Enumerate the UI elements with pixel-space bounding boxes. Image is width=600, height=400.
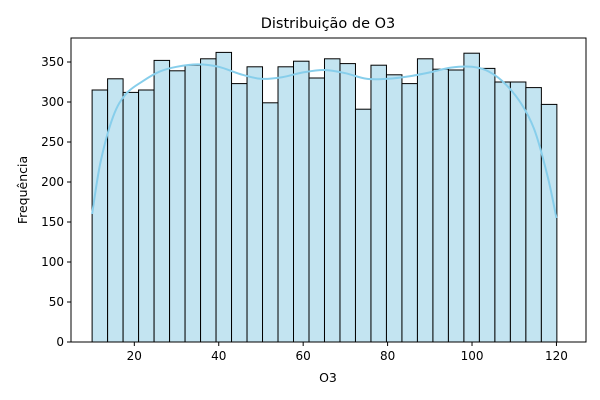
histogram-bar	[153, 59, 171, 343]
histogram-bar	[138, 89, 155, 343]
histogram-bar	[122, 91, 140, 343]
kde-group	[91, 63, 558, 219]
plot-frame	[70, 37, 587, 343]
histogram-bar	[246, 66, 264, 343]
x-tick-label: 80	[380, 349, 395, 363]
histogram-bar	[277, 66, 295, 343]
histogram-bar	[416, 58, 434, 343]
histogram-bar	[478, 67, 496, 343]
histogram-bar	[231, 83, 248, 343]
y-tick-label: 0	[56, 335, 64, 349]
histogram-bar	[200, 58, 217, 343]
histogram-bar	[262, 102, 279, 343]
bars-group	[91, 51, 558, 343]
y-tick-label: 350	[41, 55, 64, 69]
histogram-bar	[215, 51, 233, 343]
histogram-bar	[432, 68, 449, 343]
histogram-bar	[370, 64, 387, 343]
y-tick-label: 150	[41, 215, 64, 229]
histogram-bar	[447, 69, 465, 343]
histogram-bar	[385, 74, 403, 343]
histogram-bar	[401, 83, 418, 343]
histogram-bar	[169, 70, 186, 343]
y-axis-label: Frequência	[15, 156, 30, 224]
histogram-bar	[293, 60, 310, 343]
histogram-bar	[184, 64, 202, 343]
x-tick-label: 40	[211, 349, 226, 363]
histogram-bar	[323, 58, 341, 343]
histogram-bar	[107, 78, 124, 343]
y-tick-label: 100	[41, 255, 64, 269]
x-axis-label: O3	[319, 370, 337, 385]
histogram-bar	[540, 103, 558, 343]
x-axis: 20 40 60 80 100 120	[127, 342, 568, 363]
histogram-bar	[354, 108, 372, 343]
histogram-bar	[509, 81, 527, 343]
histogram-bar	[308, 77, 325, 343]
y-tick-label: 200	[41, 175, 64, 189]
histogram-bar	[91, 89, 109, 343]
y-tick-label: 50	[49, 295, 64, 309]
histogram-bar	[339, 63, 356, 343]
x-tick-label: 60	[296, 349, 311, 363]
kde-line	[91, 63, 558, 219]
chart-title: Distribuição de O3	[261, 16, 396, 32]
x-tick-label: 20	[127, 349, 142, 363]
histogram-bar	[463, 52, 480, 343]
x-tick-label: 100	[461, 349, 484, 363]
y-tick-label: 300	[41, 95, 64, 109]
y-axis: 0 50 100 150 200 250 300 350	[41, 55, 71, 349]
y-tick-label: 250	[41, 135, 64, 149]
x-tick-label: 120	[545, 349, 568, 363]
histogram-bar	[494, 81, 511, 343]
